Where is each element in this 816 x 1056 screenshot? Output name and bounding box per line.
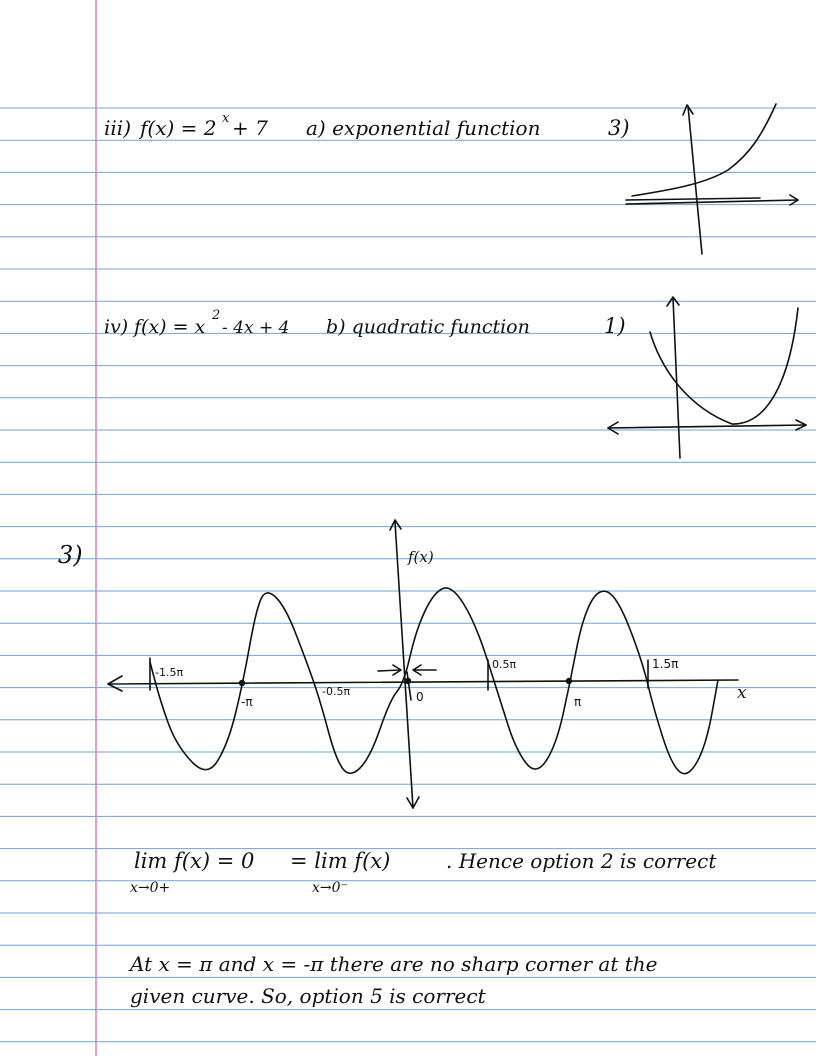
quad-graph-y-axis — [672, 297, 681, 459]
trig-y-down-arrowhead — [406, 796, 420, 809]
exp-graph-arrowhead — [789, 194, 799, 206]
quad-graph-y-arrowhead — [666, 296, 680, 307]
quadratic-graph — [607, 296, 807, 459]
exp-curve — [631, 103, 777, 197]
root-dot-zero — [404, 677, 412, 685]
corners-line-2: given curve. So, option 5 is correct — [130, 984, 487, 1008]
quad-graph-left-arrowhead — [607, 421, 619, 435]
exp-graph-x-axis-2 — [625, 197, 761, 201]
root-dot-pos-pi — [565, 677, 573, 685]
label-pos-0-5pi: 0.5π — [492, 658, 516, 671]
trig-graph: f(x) x -1.5π -π -0.5π 0 0.5π π 1.5π — [107, 519, 747, 809]
exponential-graph — [625, 103, 799, 255]
limit-statement: lim f(x) = 0 x→0+ = lim f(x) x→0⁻ . Henc… — [130, 849, 717, 896]
row-iii-formula-tail: + 7 — [232, 116, 268, 140]
quad-graph-x-axis — [607, 424, 807, 429]
exp-graph-y-arrowhead — [682, 104, 694, 116]
question-3-number: 3) — [58, 541, 83, 569]
row-iv-formula: f(x) = x — [132, 316, 206, 338]
label-neg-pi: -π — [241, 695, 253, 709]
row-iii: iii) f(x) = 2 x + 7 a) exponential funct… — [104, 103, 799, 255]
root-dot-neg-pi — [238, 679, 246, 687]
ruled-lines — [0, 107, 816, 1043]
row-iii-formula: f(x) = 2 — [138, 116, 216, 140]
tick-zero — [406, 671, 412, 701]
quad-graph-right-arrowhead — [795, 419, 807, 431]
limit-left-expression: lim f(x) = 0 — [134, 849, 254, 873]
label-zero: 0 — [416, 690, 424, 704]
limit-left-subscript: x→0+ — [130, 880, 170, 896]
row-iii-graph-number: 3) — [608, 116, 630, 140]
trig-y-axis — [394, 521, 414, 809]
parabola-curve — [649, 307, 799, 425]
corners-line-1: At x = π and x = -π there are no sharp c… — [128, 952, 657, 976]
row-iv-formula-tail: - 4x + 4 — [222, 318, 289, 338]
label-pos-pi: π — [574, 695, 581, 709]
limit-right-subscript: x→0⁻ — [312, 880, 348, 896]
corners-statement: At x = π and x = -π there are no sharp c… — [128, 952, 657, 1008]
row-iii-exponent: x — [222, 111, 230, 126]
row-iii-match: a) exponential function — [306, 116, 540, 140]
trig-y-axis-label: f(x) — [407, 548, 434, 566]
trig-x-axis — [107, 679, 739, 685]
limit-conclusion: . Hence option 2 is correct — [446, 849, 717, 873]
row-iv-exponent: 2 — [211, 308, 220, 323]
row-iv: iv) f(x) = x 2 - 4x + 4 b) quadratic fun… — [104, 296, 807, 459]
exp-graph-x-axis — [625, 199, 799, 205]
row-iv-label: iv) — [104, 316, 128, 338]
trig-x-axis-label: x — [737, 683, 747, 703]
row-iv-match: b) quadratic function — [326, 316, 530, 338]
limit-right-expression: = lim f(x) — [290, 849, 390, 873]
label-pos-1-5pi: 1.5π — [652, 657, 678, 671]
row-iii-label: iii) — [104, 116, 131, 140]
left-limit-arrow — [412, 664, 437, 676]
exp-graph-y-axis — [687, 105, 703, 255]
right-limit-arrow — [377, 664, 402, 676]
row-iv-graph-number: 1) — [604, 314, 626, 338]
label-neg-0-5pi: -0.5π — [322, 685, 350, 698]
label-neg-1-5pi: -1.5π — [155, 666, 183, 679]
trig-y-up-arrowhead — [389, 519, 402, 531]
trig-x-left-arrowhead — [107, 675, 123, 692]
